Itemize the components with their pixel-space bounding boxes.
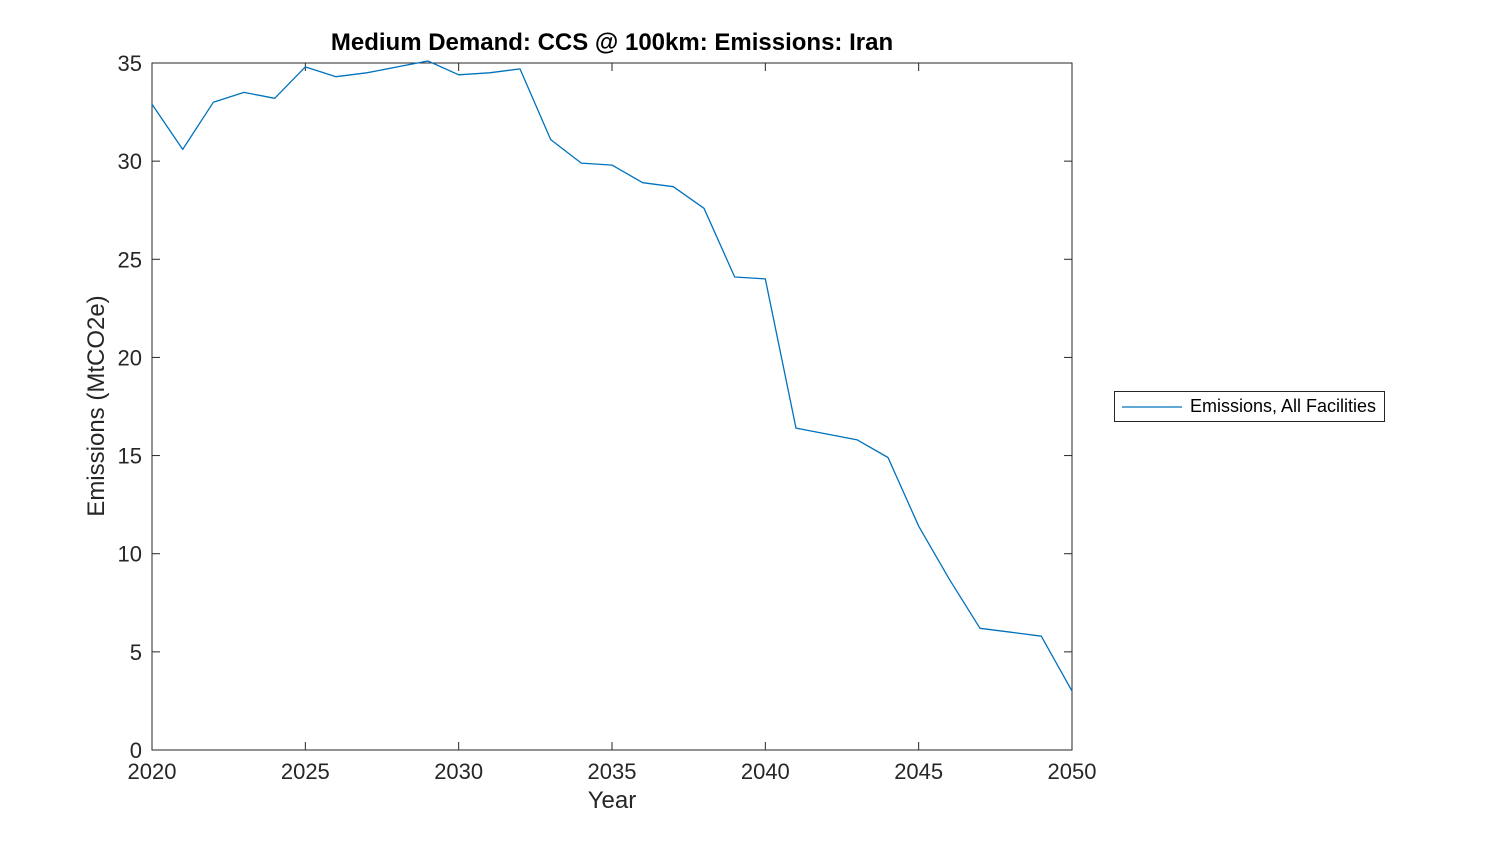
plot-border [151,62,1073,751]
y-tick-label: 25 [118,247,142,272]
y-tick-label: 5 [130,640,142,665]
y-tick-label: 0 [130,738,142,763]
emissions-line [151,60,1073,692]
x-tick-label: 2030 [434,759,483,784]
y-tick-label: 30 [118,149,142,174]
x-axis-label: Year [587,787,637,814]
y-tick-label: 15 [118,444,142,469]
x-tick-label: 2035 [588,759,637,784]
legend-label: Emissions, All Facilities [1190,396,1377,416]
legend: Emissions, All Facilities [1114,391,1385,422]
x-tick-label: 2025 [281,759,330,784]
x-tick-label: 2040 [741,759,790,784]
x-tick-label: 2020 [128,759,177,784]
y-axis-label: Emissions (MtCO2e) [83,295,110,517]
y-tick-label: 35 [118,51,142,76]
y-tick-label: 20 [118,345,142,370]
x-tick-label: 2045 [894,759,943,784]
chart-title: Medium Demand: CCS @ 100km: Emissions: I… [330,29,894,56]
legend-line-sample [1122,405,1182,408]
x-tick-label: 2050 [1048,759,1097,784]
y-tick-label: 10 [118,542,142,567]
